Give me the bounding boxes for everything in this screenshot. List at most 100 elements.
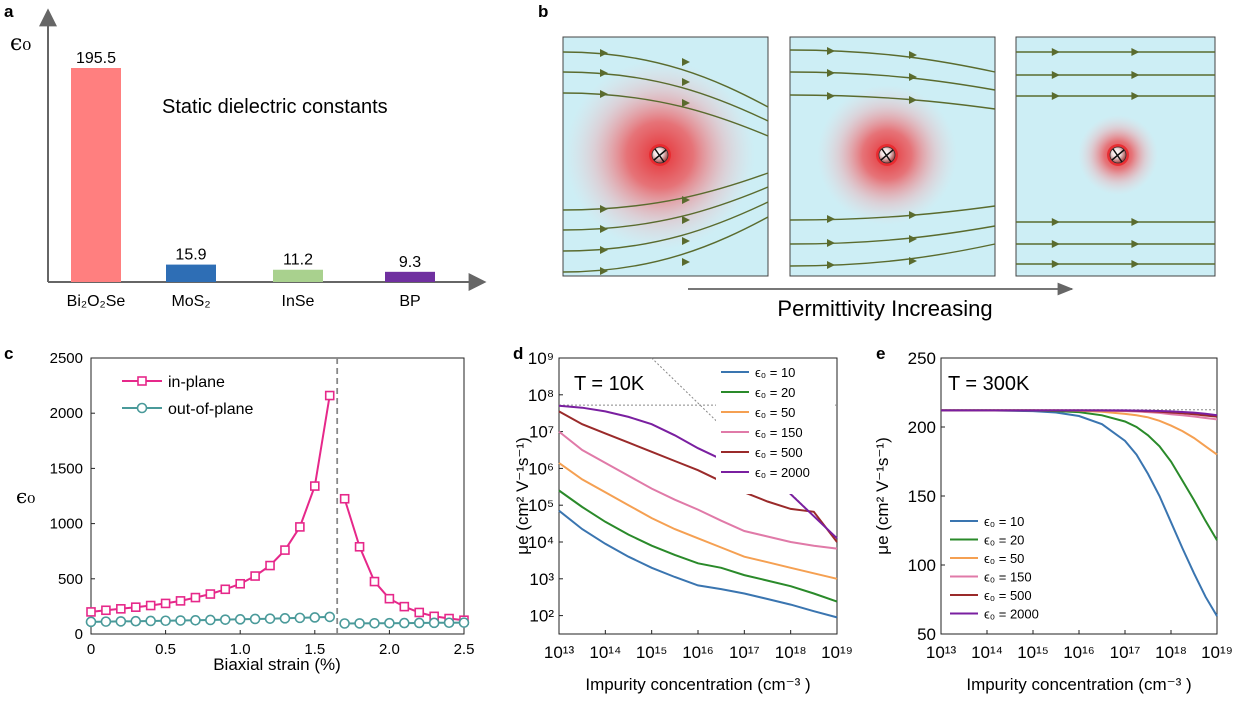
data-point-square xyxy=(265,560,275,571)
data-point-circle xyxy=(399,617,410,629)
legend-marker xyxy=(136,402,148,414)
y-tick-label: 250 xyxy=(908,349,936,368)
y-tick-label: 500 xyxy=(58,571,83,588)
series-line-5 xyxy=(941,409,1218,417)
data-point-circle xyxy=(324,611,336,623)
panel-c-y-label: ϵ₀ xyxy=(16,484,35,508)
bar-value-label-2: 11.2 xyxy=(283,252,313,269)
field-line-arrow xyxy=(1131,240,1140,248)
data-point-circle xyxy=(85,616,97,628)
data-point-square xyxy=(354,541,365,552)
bar-category-label-3: BP xyxy=(399,293,420,310)
field-line-arrow xyxy=(682,216,690,224)
legend-label: ϵ₀ = 10 xyxy=(984,514,1024,529)
x-tick-label: 10¹⁷ xyxy=(729,643,760,662)
charge-symbol xyxy=(1111,148,1125,163)
bar-category-label-0: Bi₂O₂Se xyxy=(67,293,126,310)
panel-b-label: b xyxy=(538,2,548,21)
series-line-5 xyxy=(558,404,838,540)
field-line-arrow xyxy=(600,49,608,57)
data-point-circle xyxy=(160,615,171,627)
panel-e-y-label: μe (cm² V⁻¹s⁻¹) xyxy=(873,437,892,554)
bar-category-label-2: InSe xyxy=(282,293,315,310)
data-point-square xyxy=(130,602,141,612)
data-point-square xyxy=(324,390,335,401)
data-point-circle xyxy=(145,615,156,627)
field-line-arrow xyxy=(909,235,917,243)
panel-e-annotation: T = 300K xyxy=(948,373,1030,395)
x-tick-label: 10¹³ xyxy=(544,643,575,662)
legend-label: ϵ₀ = 20 xyxy=(755,385,795,400)
legend-marker xyxy=(137,376,147,386)
y-tick-label: 100 xyxy=(908,556,936,575)
x-tick-label: 10¹⁵ xyxy=(636,643,668,662)
data-point-square xyxy=(175,596,186,606)
x-tick-label: 10¹⁶ xyxy=(682,643,714,662)
x-tick-label: 10¹⁷ xyxy=(1110,643,1141,662)
data-point-circle xyxy=(175,615,186,626)
data-point-square xyxy=(86,607,96,617)
y-tick-label: 50 xyxy=(917,625,936,644)
data-point-square xyxy=(145,600,156,611)
field-line xyxy=(562,51,769,108)
field-line-arrow xyxy=(909,51,917,59)
field-line-arrow xyxy=(827,47,835,55)
field-line xyxy=(562,186,769,231)
panel-d-label: d xyxy=(513,344,523,363)
field-line-arrow xyxy=(600,246,608,254)
data-point-circle xyxy=(413,617,425,629)
data-point-circle xyxy=(458,617,470,628)
legend-label: ϵ₀ = 50 xyxy=(755,405,795,420)
field-box-2 xyxy=(789,36,996,277)
data-point-circle xyxy=(205,614,216,626)
field-line xyxy=(789,71,996,91)
legend-label: ϵ₀ = 150 xyxy=(755,425,803,440)
field-line-arrow xyxy=(682,196,690,204)
panel-b-diagram: b Permittivity Increasing xyxy=(538,2,1216,321)
y-tick-label: 10² xyxy=(529,607,554,626)
data-point-circle xyxy=(369,617,380,629)
field-line xyxy=(562,172,769,211)
field-line-arrow xyxy=(827,69,835,77)
data-point-square xyxy=(414,607,425,618)
data-point-circle xyxy=(279,613,291,624)
y-tick-label: 150 xyxy=(908,487,936,506)
x-tick-label: 2.5 xyxy=(454,641,475,658)
legend-label: out-of-plane xyxy=(168,401,253,418)
data-point-square xyxy=(235,578,245,589)
data-point-square xyxy=(116,604,126,614)
panel-d-x-label: Impurity concentration (cm⁻³ ) xyxy=(585,675,810,694)
data-point-square xyxy=(160,598,171,609)
y-tick-label: 1000 xyxy=(50,516,83,533)
bar-2 xyxy=(273,269,323,282)
data-point-circle xyxy=(354,618,365,629)
data-point-circle xyxy=(384,617,395,629)
data-point-circle xyxy=(264,613,276,624)
x-tick-label: 10¹⁹ xyxy=(1201,643,1233,662)
field-line xyxy=(562,71,769,122)
panel-a-label: a xyxy=(4,2,14,21)
data-point-circle xyxy=(219,614,231,625)
y-tick-label: 10⁵ xyxy=(528,496,554,515)
panel-d-y-label: μe (cm² V⁻¹s⁻¹) xyxy=(513,437,532,554)
x-tick-label: 10¹⁸ xyxy=(775,643,807,662)
field-line-arrow xyxy=(827,215,835,223)
data-point-circle xyxy=(100,616,112,627)
y-tick-label: 2000 xyxy=(50,405,83,422)
legend-label: ϵ₀ = 500 xyxy=(755,445,803,460)
panel-e-log-chart: e 10¹³ 10¹⁴ 10¹⁵ 10¹⁶ 10¹⁷ 10¹⁸ 10¹⁹ 50 100 150 20… xyxy=(873,344,1233,694)
legend-label: ϵ₀ = 10 xyxy=(755,365,795,380)
series-line-2 xyxy=(558,462,838,580)
y-tick-label: 0 xyxy=(75,626,83,643)
panel-a-y-label: ϵ₀ xyxy=(10,31,31,56)
field-line-arrow xyxy=(1051,260,1060,268)
charge-symbol xyxy=(653,148,667,163)
legend-label: ϵ₀ = 20 xyxy=(984,533,1024,548)
field-line-arrow xyxy=(909,211,917,219)
series-line-1 xyxy=(941,409,1218,541)
field-line xyxy=(562,92,769,137)
data-point-square xyxy=(280,545,290,555)
field-line-arrow xyxy=(600,267,608,275)
field-line-arrow xyxy=(1131,260,1140,268)
data-point-square xyxy=(101,605,111,616)
